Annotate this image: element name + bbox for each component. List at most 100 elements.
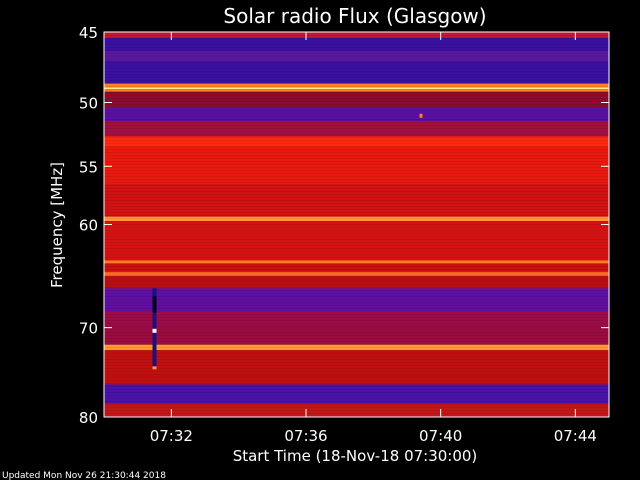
texture-line <box>104 47 609 48</box>
x-tick-label: 07:44 <box>554 427 597 445</box>
texture-line <box>104 380 609 381</box>
texture-line <box>104 332 609 333</box>
footer-updated-text: Updated Mon Nov 26 21:30:44 2018 <box>2 471 166 480</box>
texture-line <box>104 302 609 303</box>
texture-line <box>104 35 609 36</box>
texture-line <box>104 38 609 39</box>
texture-line <box>104 236 609 237</box>
signal-spot <box>419 113 423 118</box>
texture-line <box>104 350 609 351</box>
texture-line <box>104 152 609 153</box>
texture-line <box>104 299 609 300</box>
texture-line <box>104 239 609 240</box>
y-axis-label: Frequency [MHz] <box>48 162 66 288</box>
texture-line <box>104 284 609 285</box>
texture-line <box>104 257 609 258</box>
heatmap-band-10 <box>104 146 609 185</box>
texture-line <box>104 281 609 282</box>
texture-line <box>104 338 609 339</box>
texture-line <box>104 56 609 57</box>
texture-line <box>104 122 609 123</box>
texture-line <box>104 107 609 108</box>
texture-line <box>104 392 609 393</box>
heatmap-band-3 <box>104 61 609 84</box>
texture-line <box>104 50 609 51</box>
heatmap-band-11 <box>104 184 609 217</box>
texture-line <box>104 212 609 213</box>
texture-line <box>104 215 609 216</box>
texture-line <box>104 53 609 54</box>
heatmap-band-24 <box>104 403 609 417</box>
texture-line <box>104 161 609 162</box>
heatmap-band-1 <box>104 37 609 52</box>
texture-line <box>104 110 609 111</box>
texture-line <box>104 296 609 297</box>
texture-line <box>104 359 609 360</box>
burst-tail <box>152 366 157 370</box>
texture-line <box>104 80 609 81</box>
texture-line <box>104 179 609 180</box>
heatmap-band-20 <box>104 329 609 345</box>
texture-line <box>104 203 609 204</box>
texture-line <box>104 194 609 195</box>
texture-line <box>104 248 609 249</box>
texture-line <box>104 134 609 135</box>
texture-line <box>104 314 609 315</box>
texture-line <box>104 209 609 210</box>
texture-line <box>104 197 609 198</box>
texture-line <box>104 77 609 78</box>
texture-line <box>104 260 609 261</box>
texture-line <box>104 104 609 105</box>
texture-line <box>104 362 609 363</box>
texture-line <box>104 389 609 390</box>
texture-line <box>104 185 609 186</box>
texture-line <box>104 356 609 357</box>
texture-line <box>104 164 609 165</box>
heatmap-band-8 <box>104 120 609 137</box>
texture-line <box>104 311 609 312</box>
texture-line <box>104 89 609 90</box>
texture-line <box>104 74 609 75</box>
texture-line <box>104 116 609 117</box>
texture-line <box>104 143 609 144</box>
texture-line <box>104 92 609 93</box>
y-tick-label: 60 <box>79 217 98 235</box>
texture-line <box>104 275 609 276</box>
heatmap-band-17 <box>104 275 609 289</box>
texture-line <box>104 245 609 246</box>
heatmap-band-22 <box>104 350 609 385</box>
x-axis-label: Start Time (18-Nov-18 07:30:00) <box>233 447 478 465</box>
texture-line <box>104 62 609 63</box>
texture-line <box>104 410 609 411</box>
texture-line <box>104 200 609 201</box>
texture-line <box>104 59 609 60</box>
texture-line <box>104 131 609 132</box>
texture-line <box>104 170 609 171</box>
texture-line <box>104 371 609 372</box>
texture-line <box>104 278 609 279</box>
texture-line <box>104 146 609 147</box>
heatmap-band-21 <box>104 344 609 351</box>
y-tick-label: 45 <box>79 24 98 42</box>
texture-line <box>104 368 609 369</box>
texture-line <box>104 176 609 177</box>
texture-line <box>104 113 609 114</box>
texture-line <box>104 377 609 378</box>
texture-line <box>104 98 609 99</box>
texture-line <box>104 383 609 384</box>
heatmap-band-19 <box>104 311 609 330</box>
x-tick-label: 07:36 <box>284 427 327 445</box>
heatmap-band-6 <box>104 91 609 108</box>
y-tick-label: 55 <box>79 158 98 176</box>
texture-line <box>104 344 609 345</box>
texture-line <box>104 182 609 183</box>
texture-line <box>104 398 609 399</box>
texture-line <box>104 128 609 129</box>
y-tick-label: 50 <box>79 95 98 113</box>
texture-line <box>104 317 609 318</box>
texture-line <box>104 173 609 174</box>
texture-line <box>104 158 609 159</box>
burst-bright-segment <box>152 328 157 333</box>
texture-line <box>104 191 609 192</box>
chart-title: Solar radio Flux (Glasgow) <box>223 4 486 28</box>
